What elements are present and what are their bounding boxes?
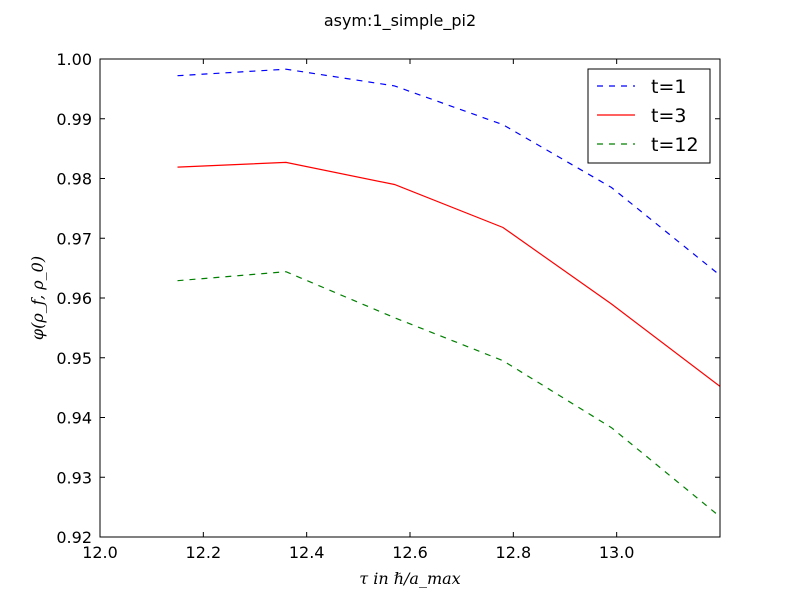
x-tick-label: 12.4	[289, 543, 325, 562]
axes-layer: 12.0 12.2 12.4 12.6 12.8 13.0 0.92 0.93 0.94 0.95…	[56, 50, 721, 562]
y-tick-label: 1.00	[56, 50, 92, 69]
y-tick-label: 0.99	[56, 110, 92, 129]
x-tick-label: 12.2	[186, 543, 222, 562]
y-tick-label: 0.93	[56, 468, 92, 487]
y-tick-label: 0.98	[56, 170, 92, 189]
legend: t=1 t=3 t=12	[587, 68, 711, 164]
series-layer	[177, 68, 720, 518]
legend-label: t=12	[651, 134, 699, 156]
series-line-1	[177, 68, 720, 276]
y-tick-label: 0.97	[56, 229, 92, 248]
legend-label: t=1	[651, 76, 686, 98]
y-tick-label: 0.94	[56, 409, 92, 428]
series-line-2	[177, 161, 720, 387]
x-tick-label: 12.6	[392, 543, 428, 562]
legend-box	[587, 68, 711, 164]
y-tick-label: 0.92	[56, 528, 92, 547]
x-tick-label: 12.8	[496, 543, 532, 562]
y-tick-label: 0.96	[56, 289, 92, 308]
legend-label: t=3	[651, 105, 686, 127]
series-line-3	[177, 271, 720, 518]
x-axis-label: τ in ℏ/a_max	[359, 569, 460, 588]
y-axis-label: φ(ρ_f, ρ_0)	[28, 256, 47, 340]
y-tick-label: 0.95	[56, 349, 92, 368]
x-tick-label: 13.0	[599, 543, 635, 562]
chart-title: asym:1_simple_pi2	[324, 11, 476, 31]
x-tick-label: 12.0	[82, 543, 118, 562]
